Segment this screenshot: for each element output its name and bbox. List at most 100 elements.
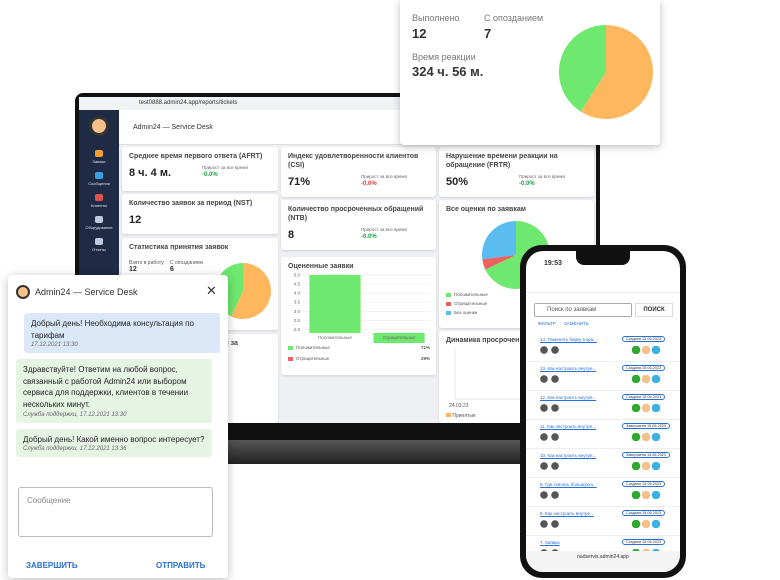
legend-item: Отрицательные 29% bbox=[288, 356, 430, 361]
ticket[interactable]: 13. Как настроить внутре... Создана 15.06… bbox=[526, 362, 680, 391]
summary-pie bbox=[559, 25, 653, 119]
taken: 12 bbox=[129, 266, 137, 273]
growth-label: Прирост за все время bbox=[361, 174, 407, 179]
card-value: 12 bbox=[129, 214, 142, 227]
ticket-status: Завершена 15.06.2023 bbox=[622, 452, 671, 458]
ticket[interactable]: 9. Где скачать большую к... Создана 15.06… bbox=[526, 478, 680, 507]
message-input[interactable]: Сообщение bbox=[18, 487, 213, 537]
sidebar-label: Клиенты bbox=[90, 203, 108, 208]
ticket[interactable]: 10. Как настроить внутре... Завершена 15.… bbox=[526, 449, 680, 478]
sidebar-label: Сообщения bbox=[88, 181, 110, 186]
frtr-card: Нарушение времени реакции на обращение (… bbox=[439, 147, 594, 197]
late: 6 bbox=[170, 266, 174, 273]
ticket-assignees bbox=[540, 404, 564, 412]
pie-slice bbox=[482, 221, 516, 260]
sidebar-label: Отчеты bbox=[92, 247, 106, 252]
replace[interactable]: ЗАМЕНИТЬ bbox=[564, 321, 589, 326]
sidebar-item[interactable]: Оборудование bbox=[79, 216, 119, 230]
growth-label: Прирост за все время bbox=[361, 227, 407, 232]
y-tick-label: 5.0 bbox=[294, 273, 301, 278]
growth: -0.0% bbox=[361, 234, 377, 240]
ticket-title: 12. Как настроить внутре... bbox=[540, 395, 597, 400]
late: 7 bbox=[484, 26, 492, 41]
growth: -0.0% bbox=[519, 181, 535, 187]
legend: Принятые bbox=[446, 413, 476, 419]
ticket[interactable]: 14. Поменять бирку в кра... Создана 15.06… bbox=[526, 333, 680, 362]
reaction: 324 ч. 56 м. bbox=[412, 64, 484, 79]
nst-card: Количество заявок за период (NST) 12 bbox=[122, 194, 278, 234]
ticket-title: 8. Как настроить внутре... bbox=[540, 511, 594, 516]
card-title: Индекс удовлетворенности клиентов (CSI) bbox=[288, 153, 419, 170]
url-bar: nadservis.admin24.app bbox=[526, 551, 680, 572]
ticket-title: 9. Где скачать большую к... bbox=[540, 482, 597, 487]
ticket[interactable]: 11. Как настроить внутре... Завершена 15.… bbox=[526, 420, 680, 449]
sidebar-item[interactable]: Заявки bbox=[79, 150, 119, 164]
ticket-list: 14. Поменять бирку в кра... Создана 15.06… bbox=[526, 333, 680, 565]
filter[interactable]: ФИЛЬТР bbox=[538, 321, 556, 326]
card-title: Динамика просрочен bbox=[446, 337, 520, 344]
sidebar-icon bbox=[95, 216, 103, 223]
card-title: Все оценки по заявкам bbox=[446, 206, 526, 213]
ticket-title: 7. Заявка bbox=[540, 540, 560, 545]
sidebar-item[interactable]: Клиенты bbox=[79, 194, 119, 208]
legend-label: Отрицательные bbox=[296, 356, 330, 361]
sidebar-item[interactable]: Сообщения bbox=[79, 172, 119, 186]
legend-label: Отрицательные bbox=[454, 301, 488, 306]
message-meta: Служба поддержки, 17.12.2021 13:36 bbox=[23, 446, 127, 453]
legend-item: Положительные bbox=[446, 292, 488, 297]
legend-swatch bbox=[446, 301, 451, 306]
ticket-badges bbox=[632, 491, 662, 499]
toolbar bbox=[526, 273, 680, 293]
placeholder: Сообщение bbox=[27, 496, 71, 505]
message-text: Здравствуйте! Ответим на любой вопрос, с… bbox=[23, 365, 189, 409]
url[interactable]: test0888.admin24.app/reports/tickets bbox=[139, 100, 238, 106]
done-label: Выполнено bbox=[412, 13, 460, 23]
ticket-status: Завершена 15.06.2023 bbox=[622, 423, 671, 429]
card-value: 8 ч. 4 м. bbox=[129, 167, 172, 180]
legend-value: 29% bbox=[420, 356, 430, 361]
send-button[interactable]: ОТПРАВИТЬ bbox=[156, 561, 206, 570]
ticket-title: 14. Поменять бирку в кра... bbox=[540, 337, 597, 342]
ticket-title: 11. Как настроить внутре... bbox=[540, 424, 596, 429]
legend-swatch bbox=[288, 345, 293, 350]
sidebar-item[interactable]: Отчеты bbox=[79, 238, 119, 252]
card-value: 71% bbox=[288, 176, 311, 189]
search-box[interactable]: Поиск по заявкам bbox=[534, 303, 632, 317]
taken-label: Взято в работу bbox=[129, 260, 164, 266]
bar bbox=[373, 333, 425, 343]
ticket-badges bbox=[632, 520, 662, 528]
finish-button[interactable]: ЗАВЕРШИТЬ bbox=[26, 561, 78, 570]
legend-value: 71% bbox=[420, 345, 430, 350]
y-tick-label: 4.0 bbox=[294, 291, 301, 296]
card-value: 8 bbox=[288, 229, 295, 242]
rated-card: Оцененные заявки 2.0 2.5 3.0 3.5 4.0 4.5 5.0 По… bbox=[281, 257, 436, 375]
ticket[interactable]: 8. Как настроить внутре... Создана 15.06.… bbox=[526, 507, 680, 536]
legend-swatch bbox=[446, 292, 451, 297]
ticket-badges bbox=[632, 462, 662, 470]
legend: Положительные Отрицательные Без оценки bbox=[446, 292, 488, 319]
card-title: Количество просроченных обращений (NTB) bbox=[288, 206, 424, 223]
legend-item: Положительные 71% bbox=[288, 345, 430, 350]
status-time: 19:53 bbox=[544, 260, 562, 267]
summary-card: Выполнено 12 С опозданием 7 Время реакци… bbox=[400, 0, 660, 145]
search-button[interactable]: ПОИСК bbox=[635, 303, 673, 317]
y-tick-label: 2.0 bbox=[294, 327, 301, 332]
pie-slice bbox=[231, 263, 271, 319]
legend: Положительные 71% Отрицательные 29% bbox=[288, 345, 430, 367]
card-value: 50% bbox=[446, 176, 469, 189]
card-title: Количество заявок за период (NST) bbox=[129, 200, 253, 207]
ticket[interactable]: 12. Как настроить внутре... Создана 15.06… bbox=[526, 391, 680, 420]
pie-slice bbox=[559, 25, 606, 112]
ticket-assignees bbox=[540, 462, 564, 470]
close-button[interactable]: ✕ bbox=[206, 283, 217, 298]
ticket-status: Создана 15.06.2023 bbox=[622, 394, 666, 400]
message: Добрый день! Какой именно вопрос интерес… bbox=[16, 428, 212, 458]
app-title: Admin24 — Service Desk bbox=[133, 124, 213, 131]
legend-swatch bbox=[446, 310, 451, 315]
legend-label: Без оценки bbox=[454, 310, 478, 315]
y-tick-label: 3.0 bbox=[294, 309, 301, 314]
legend-label: Положительные bbox=[296, 345, 330, 350]
x-label: 24.03.23 bbox=[449, 403, 469, 409]
message-meta: 17.12.2021 13:30 bbox=[31, 342, 78, 349]
